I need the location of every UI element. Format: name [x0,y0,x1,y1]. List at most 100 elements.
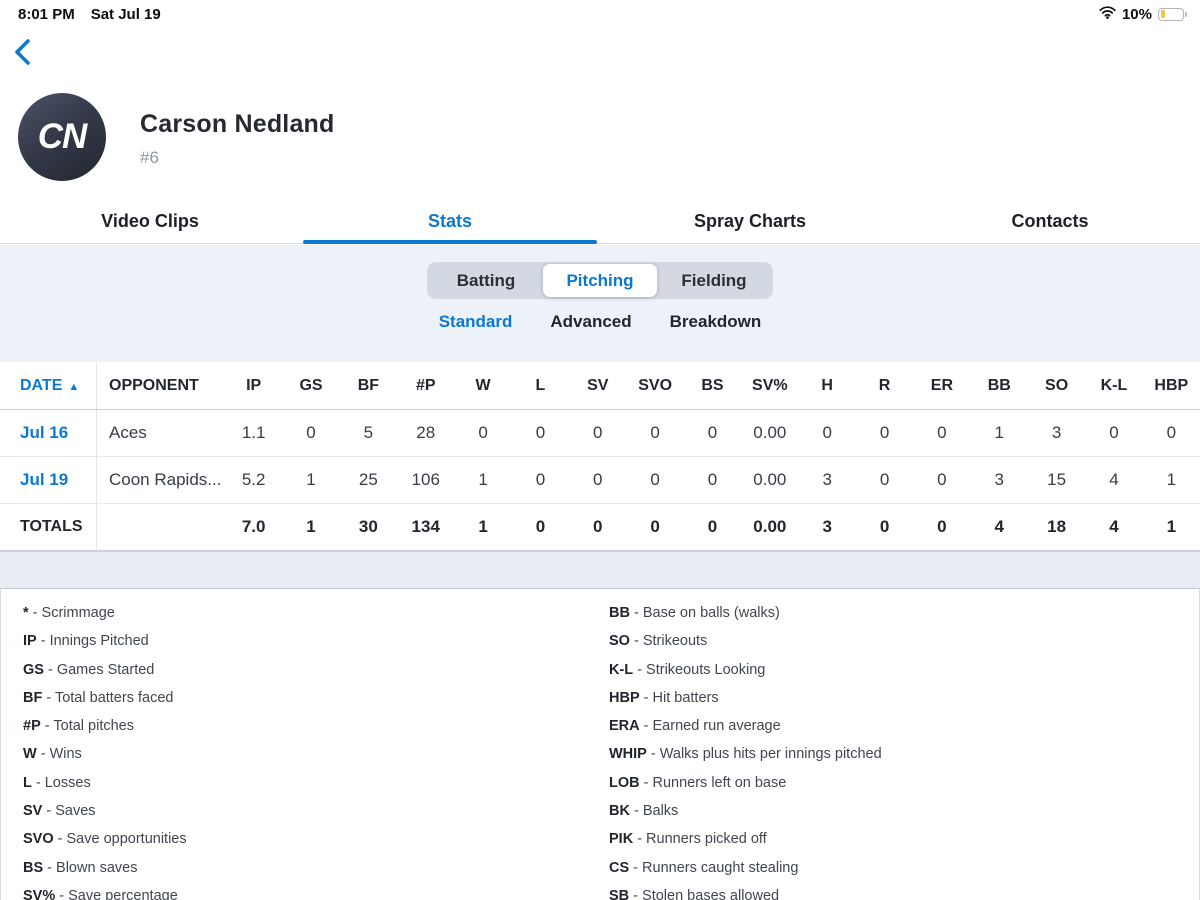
totals-stat-cell: 4 [994,517,1004,536]
column-header-p[interactable]: #P [415,376,436,394]
tab-stats[interactable]: Stats [300,199,600,244]
legend-abbr: WHIP [609,746,647,763]
totals-stat-cell: 3 [822,517,832,536]
game-date-link[interactable]: Jul 16 [20,423,69,442]
stat-cell: 0 [593,470,603,489]
legend-abbr: SV% [23,887,56,900]
legend-abbr: ERA [609,718,640,735]
column-header-so[interactable]: SO [1045,376,1069,394]
filter-section: Batting Pitching Fielding Standard Advanced… [0,245,1200,362]
stat-cell: 0 [1166,423,1177,442]
wifi-icon [1099,5,1116,23]
totals-stat-cell: 30 [358,517,378,536]
column-header-bf[interactable]: BF [357,376,380,394]
row-opponent-cell: Aces [109,423,147,442]
stat-cell: 0 [879,470,890,489]
column-header-bb[interactable]: BB [987,376,1011,394]
column-header-svo[interactable]: SVO [638,376,673,394]
column-header-l[interactable]: L [535,376,546,394]
avatar-initials: CN [37,117,88,156]
stat-cell: 106 [411,470,440,489]
legend-abbr: BS [23,859,44,876]
legend-abbr: SV [23,803,43,820]
column-header-hbp[interactable]: HBP [1154,376,1189,394]
totals-stat-cell: 0 [707,517,718,536]
column-header-w[interactable]: W [475,376,491,394]
row-date-cell: Jul 19 [0,457,97,503]
tab-spray-charts[interactable]: Spray Charts [693,210,807,231]
legend-abbr: * [23,605,29,621]
stat-cell: 25 [358,470,378,489]
player-profile-header: CN Carson Nedland #6 [18,93,335,181]
legend-item-whip: WHIP - Walks plus hits per innings pitch… [609,746,882,763]
table-body: Jul 16 Aces 1.1 0 5 28 0 0 0 0 0 0.00 0 0 0 1 3 0 0 Jul 19 C… [0,410,1200,504]
segment-batting[interactable]: Batting [456,270,516,290]
column-header-date-label: DATE ▲ [20,376,80,394]
stat-cell: 0 [535,423,546,442]
subtab-advanced[interactable]: Advanced [550,312,632,331]
legend-abbr: IP [23,633,37,650]
status-date: Sat Jul 19 [90,5,161,23]
column-header-sv[interactable]: SV% [752,376,788,394]
stat-cell: 0.00 [753,470,787,489]
table-row: Jul 19 Coon Rapids... 5.2 1 25 106 1 0 0 0 0 0.00 3 0… [0,457,1200,504]
subtab-standard[interactable]: Standard [438,312,513,331]
stat-cell: 0 [707,423,718,442]
column-header-date[interactable]: DATE ▲ [0,362,97,409]
legend-item-k-l: K-L - Strikeouts Looking [609,661,766,678]
stat-cell: 5.2 [241,470,266,489]
battery-icon [1158,7,1187,21]
column-header-bs[interactable]: BS [701,376,724,394]
column-header-er[interactable]: ER [930,376,954,394]
stat-view-subtabs: Standard Advanced Breakdown [0,312,1200,332]
segment-pitching[interactable]: Pitching [543,264,657,297]
legend-item-gs: GS - Games Started [23,661,155,678]
avatar: CN [18,93,106,181]
stat-cell: 0 [937,470,947,489]
legend-item-bk: BK - Balks [609,803,679,820]
column-header-h[interactable]: H [821,376,833,394]
column-header-gs[interactable]: GS [299,376,323,394]
stat-cell: 1 [306,470,316,489]
legend-abbr: CS [609,859,630,876]
stat-cell: 0 [478,423,488,442]
legend-item-hbp: HBP - Hit batters [609,689,719,706]
tab-contacts[interactable]: Contacts [1011,210,1089,231]
stat-cell: 1.1 [241,423,266,442]
column-header-sv[interactable]: SV [587,376,609,394]
legend-item-l: L - Losses [23,774,91,791]
legend-abbr: BK [609,803,630,820]
legend-abbr: SO [609,633,630,650]
legend-item-p: #P - Total pitches [23,718,134,735]
legend-item-bs: BS - Blown saves [23,859,138,876]
section-divider-band [0,551,1200,588]
stat-cell: 3 [1051,423,1062,442]
column-header-ip[interactable]: IP [246,376,262,394]
legend-abbr: PIK [609,831,634,848]
totals-label: TOTALS [20,518,83,535]
column-header-r[interactable]: R [878,376,891,394]
stat-cell: 0.00 [753,423,787,442]
stat-cell: 0 [593,423,603,442]
game-date-link[interactable]: Jul 19 [20,470,69,489]
tab-video-clips[interactable]: Video Clips [101,210,199,231]
status-time: 8:01 PM [18,5,75,23]
stat-cell: 3 [822,470,832,489]
table-totals-row: TOTALS 7.0 1 30 134 1 0 0 0 0 0.00 3 0 0 4 18 4 1 [0,504,1200,551]
status-bar: 8:01 PM Sat Jul 19 10% [0,0,1200,26]
legend-abbr: BF [23,689,43,706]
legend-abbr: #P [23,718,41,735]
segment-fielding[interactable]: Fielding [681,270,747,290]
sort-ascending-icon: ▲ [68,380,80,393]
column-header-k-l[interactable]: K-L [1100,376,1128,394]
stat-cell: 0 [535,470,546,489]
totals-stat-cell: 18 [1047,517,1067,536]
legend-abbr: GS [23,661,44,678]
battery-percent: 10% [1121,5,1152,23]
stat-legend-panel: * - Scrimmage IP - Innings Pitched GS - Ga… [0,588,1200,900]
column-header-opponent[interactable]: OPPONENT [109,376,199,394]
totals-stat-cell: 4 [1109,517,1119,536]
back-button[interactable] [13,38,39,66]
stat-cell: 28 [416,423,436,442]
subtab-breakdown[interactable]: Breakdown [669,312,762,331]
